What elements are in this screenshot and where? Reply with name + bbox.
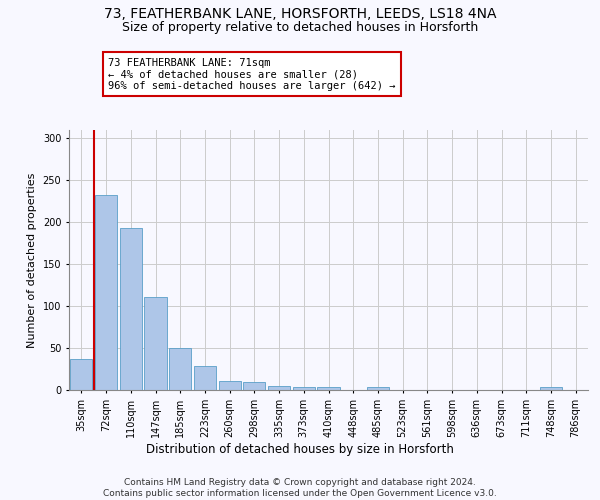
Bar (194, 366, 216, 390)
Text: Contains HM Land Registry data © Crown copyright and database right 2024.
Contai: Contains HM Land Registry data © Crown c… (103, 478, 497, 498)
Bar (169, 348, 191, 390)
Bar (293, 386, 315, 390)
Bar (243, 382, 265, 390)
Bar (145, 297, 167, 390)
Bar (317, 386, 340, 390)
Text: 73, FEATHERBANK LANE, HORSFORTH, LEEDS, LS18 4NA: 73, FEATHERBANK LANE, HORSFORTH, LEEDS, … (104, 8, 496, 22)
Bar (70, 359, 92, 390)
Bar (367, 388, 389, 390)
Bar (218, 381, 241, 390)
Text: Distribution of detached houses by size in Horsforth: Distribution of detached houses by size … (146, 442, 454, 456)
Bar (119, 228, 142, 390)
Text: Size of property relative to detached houses in Horsforth: Size of property relative to detached ho… (122, 21, 478, 34)
Bar (540, 388, 562, 390)
Bar (268, 386, 290, 390)
Text: 73 FEATHERBANK LANE: 71sqm
← 4% of detached houses are smaller (28)
96% of semi-: 73 FEATHERBANK LANE: 71sqm ← 4% of detac… (108, 58, 395, 90)
Y-axis label: Number of detached properties: Number of detached properties (27, 172, 37, 348)
Bar (95, 196, 117, 390)
